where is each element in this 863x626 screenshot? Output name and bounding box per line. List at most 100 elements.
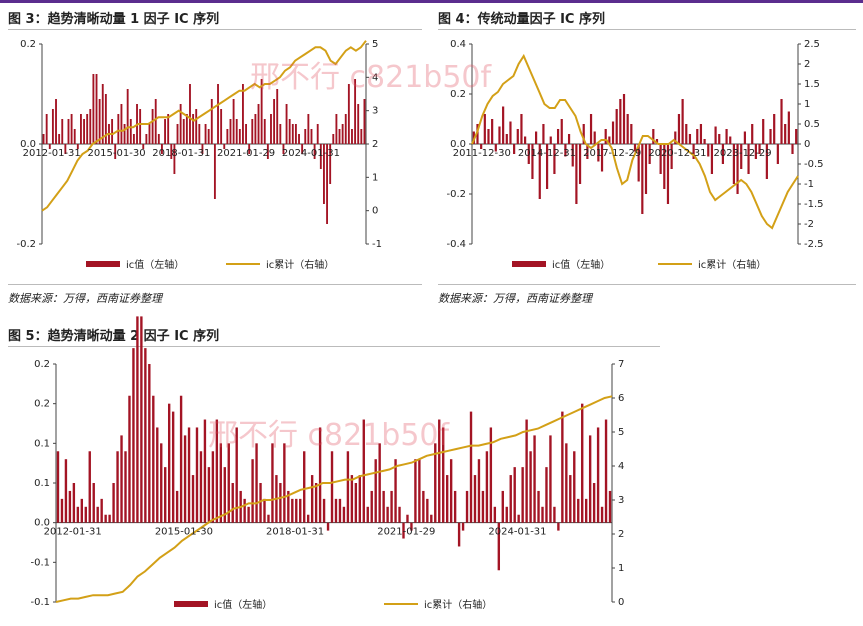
ic-bar <box>247 506 250 523</box>
ic-bar <box>235 119 238 144</box>
ic-bar <box>70 114 73 144</box>
ic-bar <box>527 144 530 164</box>
ic-bar <box>251 459 254 523</box>
fig4-source: 数据来源：万得，西南证券整理 <box>438 292 592 305</box>
ic-bar <box>394 459 397 523</box>
ic-bar <box>553 506 556 523</box>
ic-bar <box>758 144 761 154</box>
ic-bar <box>378 443 381 523</box>
ic-bar <box>449 459 453 523</box>
ic-bar <box>630 124 633 144</box>
ic-bar <box>520 114 523 144</box>
ic-bar <box>659 144 662 174</box>
ic-bar <box>469 411 473 523</box>
ic-bar <box>366 506 369 523</box>
ic-bar <box>332 134 335 144</box>
ic-bar <box>152 395 155 523</box>
ic-bar <box>410 522 413 531</box>
x-tick-label: 2021-01-29 <box>377 527 435 538</box>
ic-bar <box>195 109 198 144</box>
ic-bar <box>721 144 725 164</box>
right-tick-label: -2.5 <box>804 239 824 250</box>
ic-bar <box>287 490 290 523</box>
ic-bar <box>215 419 219 523</box>
ic-bar <box>453 490 457 523</box>
ic-bar <box>126 89 129 144</box>
ic-bar <box>776 144 779 164</box>
legend-bar-label: ic值（左轴） <box>126 258 184 271</box>
left-tick-label: 0.0 <box>20 139 36 150</box>
left-tick-label: 0.2 <box>34 399 50 410</box>
ic-bar <box>283 443 286 523</box>
ic-bar <box>140 316 143 523</box>
ic-bar <box>242 84 244 144</box>
ic-bar <box>243 498 246 523</box>
ic-bar <box>132 348 135 523</box>
ic-bar <box>586 144 589 159</box>
ic-bar <box>120 104 123 144</box>
ic-bar <box>545 467 548 523</box>
ic-bar <box>473 475 477 523</box>
ic-bar <box>199 451 203 523</box>
ic-bar <box>465 490 469 523</box>
ic-bar <box>167 114 170 144</box>
ic-bar <box>124 451 127 523</box>
fig3-chart: 0.2 0.0 -0.2 5 4 3 2 1 0 -1 2012-01-31 2015-01-30 20… <box>16 39 382 271</box>
ic-bar <box>688 134 692 144</box>
ic-bar <box>76 144 79 149</box>
ic-bar <box>485 451 489 523</box>
ic-bar <box>564 144 567 157</box>
ic-bar <box>307 114 310 144</box>
x-tick-label: 2011-12-30 <box>453 148 511 159</box>
right-tick-label: 1.5 <box>804 79 820 90</box>
ic-bar <box>578 144 582 184</box>
ic-bar <box>553 144 556 174</box>
ic-bar <box>88 451 91 523</box>
ic-bar <box>476 124 479 144</box>
right-tick-label: 0 <box>804 139 810 150</box>
right-tick-label: 2 <box>372 139 378 150</box>
ic-bar <box>593 131 596 144</box>
ic-bar <box>330 451 334 523</box>
ic-bar <box>557 522 560 531</box>
right-tick-label: -1 <box>372 239 382 250</box>
ic-bar <box>531 144 534 179</box>
ic-bar <box>633 144 637 152</box>
ic-bar <box>273 99 276 144</box>
ic-bar <box>736 144 739 194</box>
ic-bar <box>294 124 297 144</box>
ic-bar <box>288 119 291 144</box>
ic-bar <box>608 490 612 523</box>
right-tick-label: 4 <box>372 72 378 83</box>
ic-bar <box>457 522 461 547</box>
right-tick-label: 7 <box>618 359 624 370</box>
x-tick-label: 2017-12-29 <box>583 148 641 159</box>
ic-bar <box>255 443 258 523</box>
ic-bar <box>114 144 117 159</box>
ic-bar <box>529 451 532 523</box>
ic-bar <box>51 109 54 144</box>
ic-bar <box>498 126 501 144</box>
ic-bar <box>319 144 322 169</box>
ic-bar <box>175 490 179 523</box>
fig4-title-rule <box>438 29 856 30</box>
ic-bar <box>291 498 294 523</box>
ic-bar <box>725 129 728 144</box>
ic-bar <box>622 94 626 144</box>
x-tick-label: 2015-01-30 <box>155 527 213 538</box>
ic-bar <box>142 144 145 149</box>
ic-bar <box>192 114 195 144</box>
ic-bar <box>129 119 132 144</box>
ic-bar <box>232 99 235 144</box>
ic-cumulative-line <box>41 40 367 212</box>
ic-bar <box>516 129 519 144</box>
ic-bar <box>549 435 552 523</box>
ic-bar <box>179 104 182 144</box>
ic-bar <box>64 144 67 154</box>
ic-bar <box>207 129 210 144</box>
ic-bar <box>513 467 516 523</box>
ic-bar <box>227 443 230 523</box>
ic-bar <box>45 114 48 144</box>
ic-bar <box>167 403 171 523</box>
right-tick-label: 5 <box>618 427 624 438</box>
